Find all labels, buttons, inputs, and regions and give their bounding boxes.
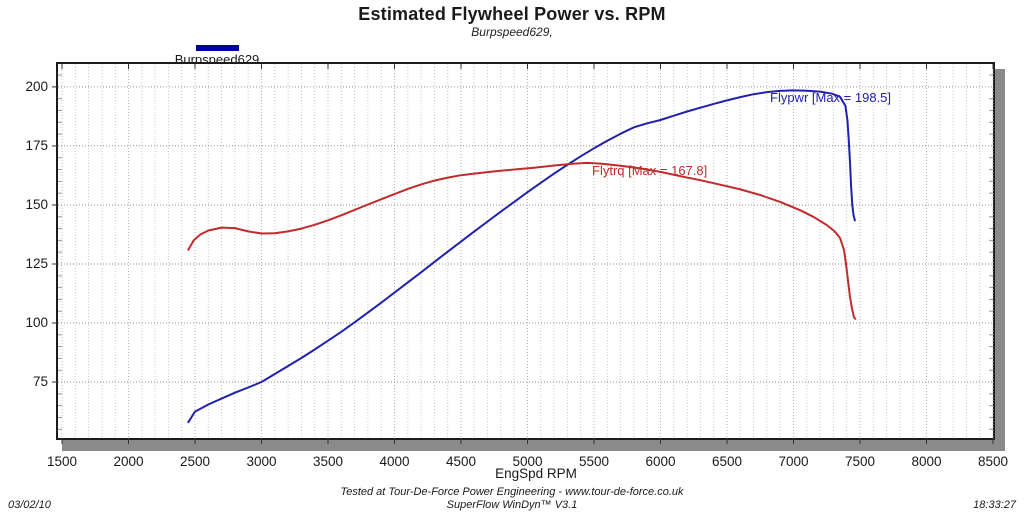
y-axis-tick-labels: 200 175 150 125 100 75 [0, 0, 52, 517]
x-tick-label: 4000 [379, 454, 410, 469]
y-tick-label: 150 [25, 196, 48, 212]
plot-area: Flypwr [Max = 198.5] Flytrq [Max = 167.8… [52, 62, 995, 444]
x-tick-label: 6500 [711, 454, 743, 469]
footer-date: 03/02/10 [8, 499, 51, 511]
x-tick-label: 2500 [179, 454, 211, 469]
x-tick-label: 5500 [578, 454, 610, 469]
legend-color-bar [195, 45, 239, 51]
torque-max-annotation: Flytrq [Max = 167.8] [592, 163, 708, 178]
x-axis-title: EngSpd RPM [495, 466, 577, 481]
x-tick-label: 7000 [778, 454, 809, 469]
y-tick-label: 100 [25, 315, 48, 330]
x-tick-label: 8000 [911, 454, 942, 469]
footer-tested-at: Tested at Tour-De-Force Power Engineerin… [340, 486, 684, 498]
x-tick-label: 6000 [645, 454, 676, 469]
x-tick-label: 8500 [977, 454, 1009, 469]
chart-canvas [52, 64, 994, 444]
y-tick-label: 200 [25, 78, 48, 94]
footer-software: SuperFlow WinDyn™ V3.1 [446, 499, 578, 511]
x-tick-label: 2000 [113, 454, 144, 469]
x-tick-label: 4500 [445, 454, 477, 469]
curve-flytrq [187, 161, 857, 320]
x-tick-label: 3500 [312, 454, 344, 469]
chart-subtitle: Burpspeed629, [471, 25, 553, 39]
power-max-annotation: Flypwr [Max = 198.5] [770, 90, 892, 105]
y-tick-label: 125 [25, 255, 48, 271]
chart-title: Estimated Flywheel Power vs. RPM [358, 4, 666, 24]
y-tick-label: 175 [25, 137, 48, 153]
footer-time: 18:33:27 [973, 499, 1016, 511]
x-axis-tick-labels: 1500 2000 2500 3000 3500 4000 4500 5000 5500 6000… [0, 454, 1024, 472]
x-tick-label: 1500 [46, 454, 78, 469]
x-tick-label: 5000 [512, 454, 543, 469]
x-tick-label: 3000 [246, 454, 277, 469]
y-tick-label: 75 [32, 374, 48, 390]
x-tick-label: 7500 [844, 454, 876, 469]
